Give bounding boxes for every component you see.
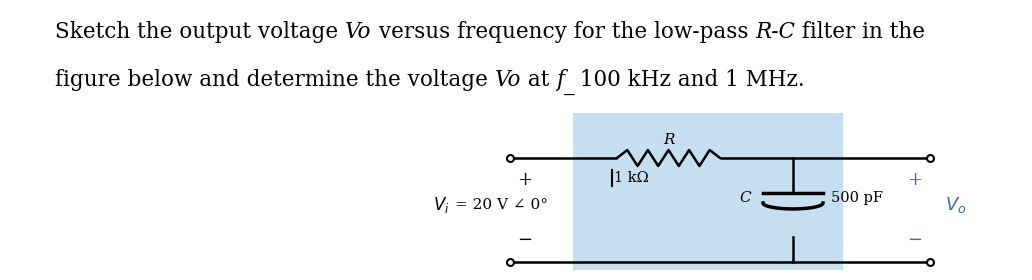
Text: +: +	[517, 171, 533, 189]
Text: R: R	[663, 133, 674, 147]
Text: $V_o$: $V_o$	[945, 195, 966, 215]
Text: versus frequency for the low-pass: versus frequency for the low-pass	[372, 21, 754, 43]
Text: figure below and determine the voltage: figure below and determine the voltage	[55, 69, 494, 91]
Text: 500 pF: 500 pF	[831, 191, 883, 205]
Bar	[573, 113, 843, 270]
Text: Vo: Vo	[345, 21, 372, 43]
Text: at: at	[521, 69, 556, 91]
Text: _: _	[565, 74, 575, 96]
Text: −: −	[517, 231, 533, 249]
Text: filter in the: filter in the	[795, 21, 925, 43]
Text: +: +	[907, 171, 923, 189]
Text: C: C	[739, 191, 751, 205]
Text: $V_i$: $V_i$	[433, 195, 450, 215]
Text: −: −	[907, 231, 923, 249]
Text: Vo: Vo	[494, 69, 521, 91]
Text: 100 kHz and 1 MHz.: 100 kHz and 1 MHz.	[573, 69, 805, 91]
Text: 1 kΩ: 1 kΩ	[614, 171, 649, 185]
Text: Sketch the output voltage: Sketch the output voltage	[55, 21, 345, 43]
Text: = 20 V ∠ 0°: = 20 V ∠ 0°	[455, 198, 548, 212]
Text: R-C: R-C	[754, 21, 795, 43]
Text: f: f	[556, 69, 565, 91]
